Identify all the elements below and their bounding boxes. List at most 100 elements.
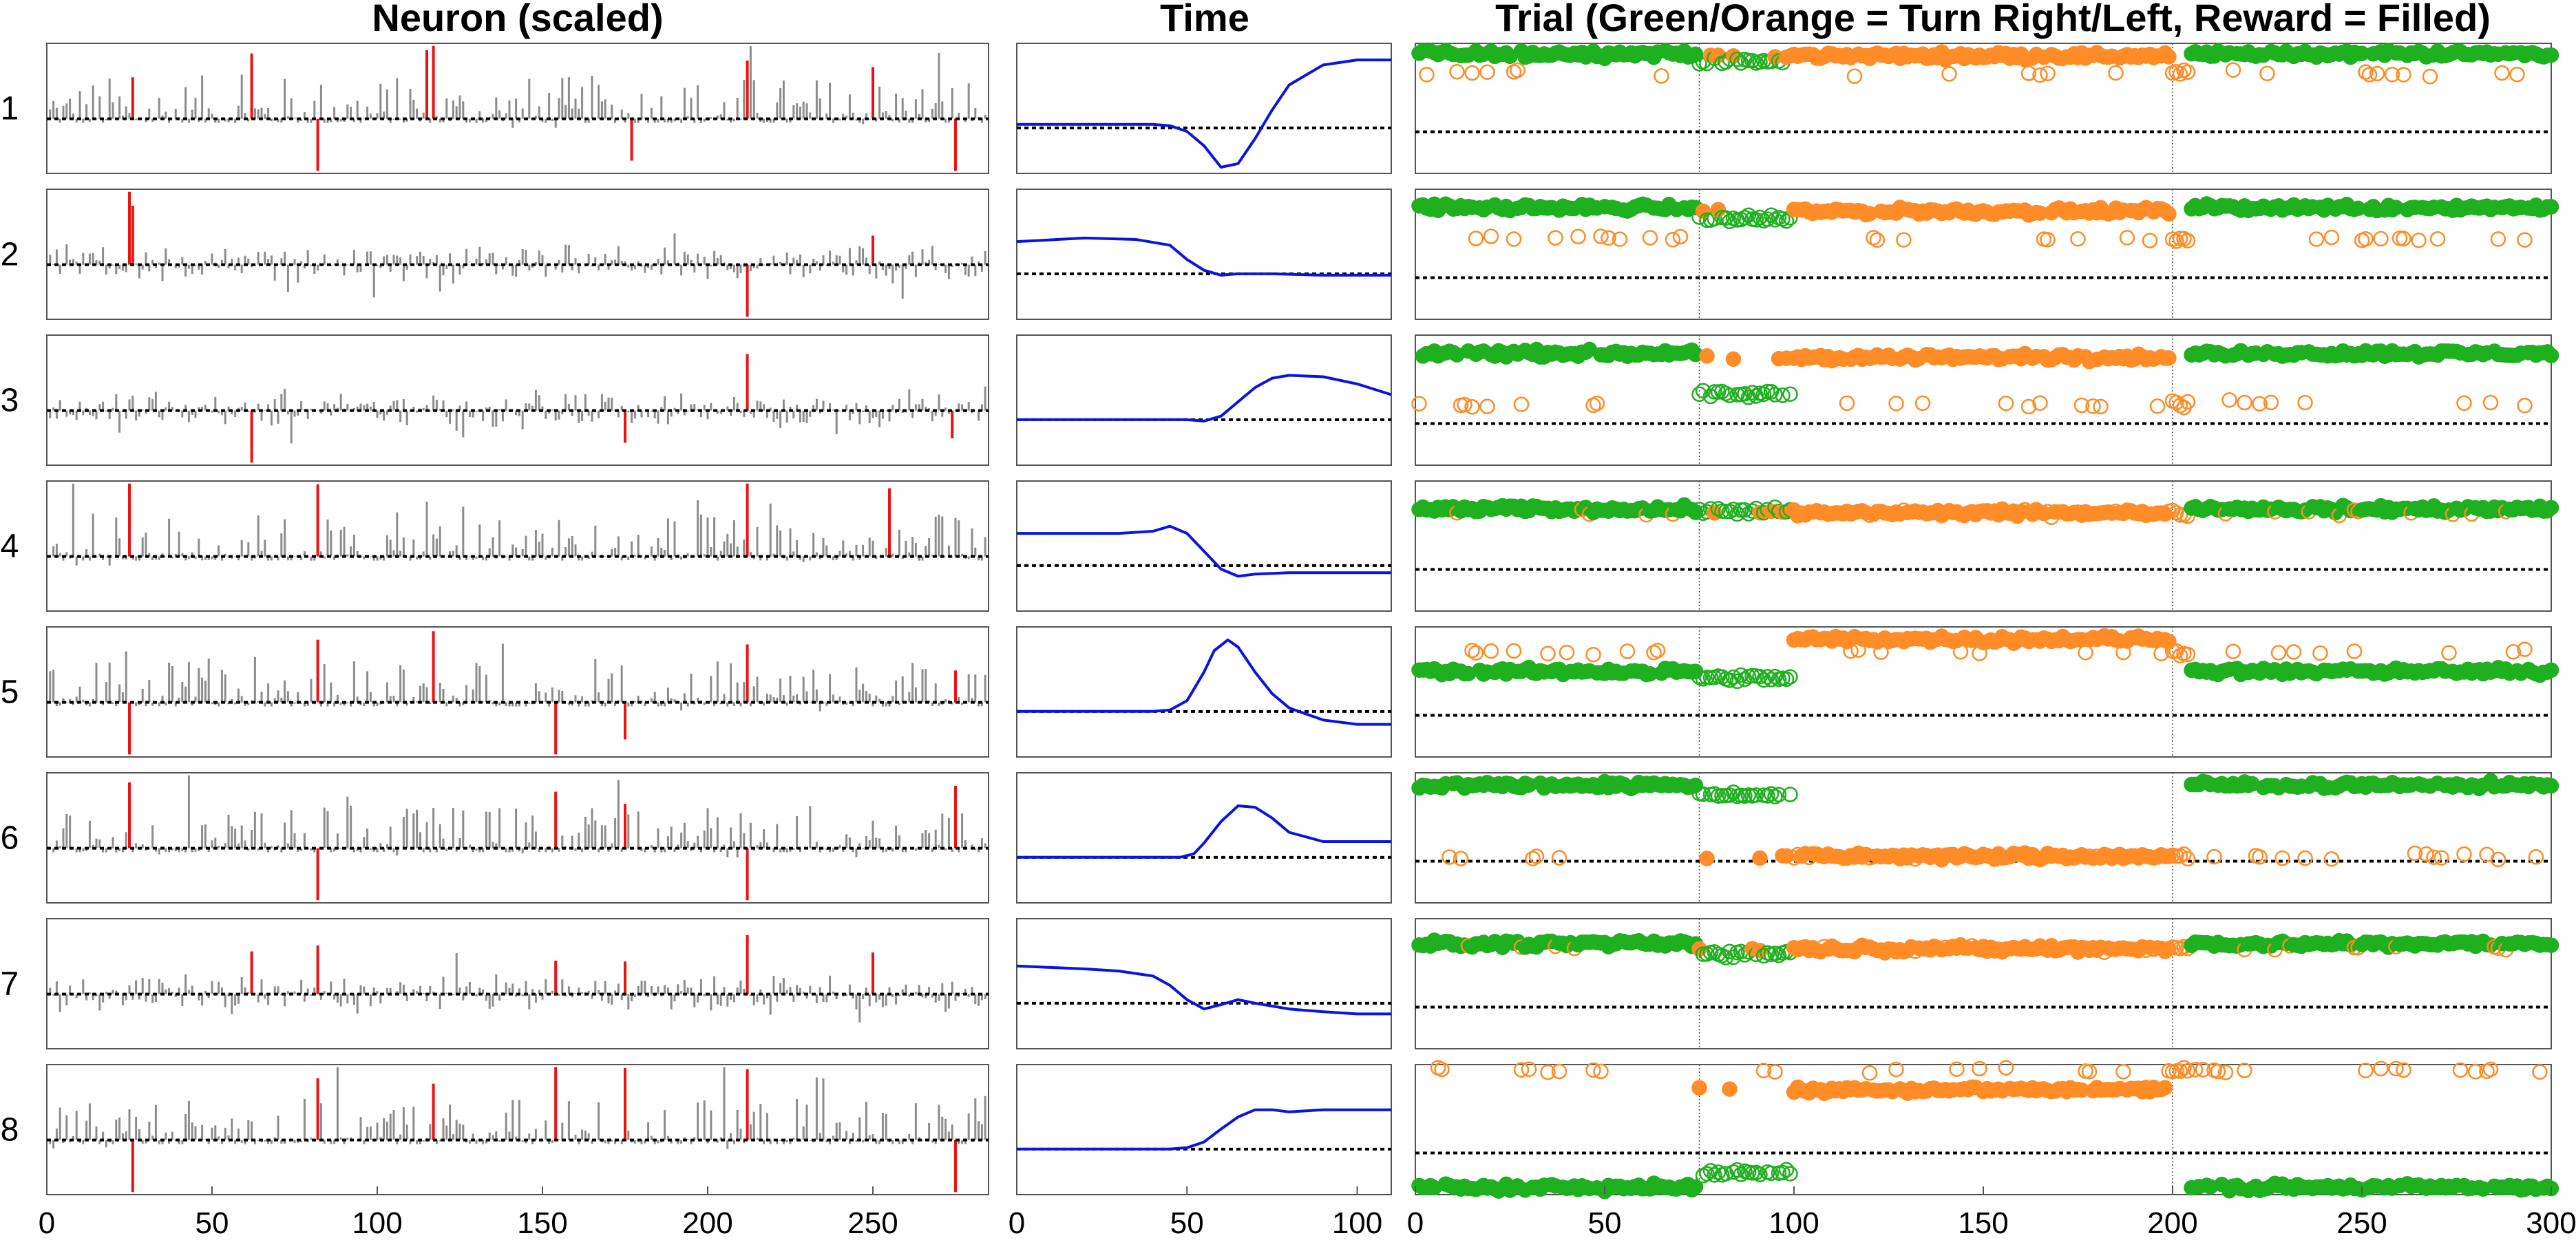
trial-point-left-unrewarded (2221, 392, 2237, 408)
trial-point-right-unrewarded (1733, 667, 1749, 683)
trial-point-left-rewarded (1699, 348, 1715, 364)
time-panel-1 (1016, 43, 1392, 174)
trial-point-left-unrewarded (1510, 62, 1525, 78)
trial-point-left-unrewarded (2085, 398, 2101, 414)
trial-point-left-unrewarded (1513, 1062, 1530, 1078)
trial-point-left-unrewarded (1570, 228, 1586, 245)
trial-point-left-unrewarded (2297, 394, 2313, 411)
trial-point-left-unrewarded (1619, 643, 1636, 659)
trial-point-right-rewarded (2543, 199, 2559, 215)
trial-point-left-unrewarded (2396, 67, 2411, 83)
trial-point-left-unrewarded (1468, 231, 1484, 246)
trial-point-right-unrewarded (1729, 506, 1745, 522)
trial-point-left-unrewarded (2206, 848, 2222, 865)
trial-point-right-unrewarded (1767, 668, 1783, 685)
trial-point-left-unrewarded (1846, 68, 1863, 85)
trial-point-right-unrewarded (1744, 52, 1760, 69)
trial-point-left-unrewarded (1654, 68, 1669, 84)
trial-point-left-unrewarded (1479, 398, 1495, 414)
trial-point-left-unrewarded (1464, 65, 1480, 81)
trial-point-left-unrewarded (2149, 398, 2166, 414)
row-1: 1 (1, 42, 2559, 174)
x-tick-label: 50 (1588, 1206, 1622, 1240)
trial-point-left-unrewarded (1642, 230, 1658, 246)
time-series-line (1017, 638, 1391, 726)
trial-point-right-unrewarded (1729, 1162, 1745, 1178)
row-label-1: 1 (1, 91, 19, 127)
trial-point-left-unrewarded (2225, 643, 2241, 659)
neuron-panel-3 (46, 334, 989, 466)
trial-point-right-unrewarded (1778, 1162, 1795, 1178)
trial-point-left-unrewarded (1521, 1061, 1537, 1078)
trial-point-right-unrewarded (1752, 1166, 1768, 1183)
trial-point-right-unrewarded (1707, 1167, 1722, 1183)
trial-point-left-unrewarded (2108, 65, 2124, 81)
time-panel-6 (1016, 772, 1392, 904)
trial-point-left-unrewarded (2179, 394, 2196, 410)
time-series-line (1016, 236, 1391, 277)
time-panel-title: Time (1160, 0, 1249, 39)
trial-point-left-unrewarded (2456, 846, 2472, 862)
trial-point-left-unrewarded (1453, 851, 1469, 866)
trial-point-right-unrewarded (1710, 501, 1727, 517)
trial-point-left-unrewarded (1506, 231, 1522, 247)
time-axes-frame (1016, 334, 1392, 466)
trial-point-right-unrewarded (1775, 1164, 1791, 1181)
trial-point-left-unrewarded (1457, 396, 1472, 413)
trial-point-right-unrewarded (1695, 786, 1711, 802)
trial-point-right-rewarded (2543, 937, 2559, 953)
x-tick-label: 200 (682, 1206, 732, 1240)
trial-point-right-rewarded (1687, 46, 1704, 62)
trial-point-left-unrewarded (2040, 232, 2056, 248)
trial-point-left-unrewarded (2505, 643, 2522, 660)
neuron-axes-frame (46, 334, 989, 466)
trial-point-left-unrewarded (2323, 229, 2340, 246)
neuron-axes-frame (46, 480, 989, 612)
trial-point-left-unrewarded (1483, 228, 1499, 244)
trial-point-left-unrewarded (2517, 641, 2533, 657)
trial-point-right-unrewarded (1755, 672, 1772, 688)
trial-point-right-unrewarded (1748, 787, 1764, 803)
neuron-axes-frame (46, 918, 989, 1049)
x-tick-label: 250 (2336, 1206, 2387, 1240)
trial-point-right-unrewarded (1725, 784, 1742, 800)
trial-panel-2 (1411, 189, 2559, 320)
trial-point-left-unrewarded (2456, 395, 2472, 412)
trial-point-left-unrewarded (1672, 228, 1689, 245)
trial-point-right-unrewarded (1725, 502, 1742, 517)
trial-point-left-unrewarded (2225, 62, 2241, 78)
x-tick-label: 0 (39, 1206, 55, 1240)
trial-point-left-unrewarded (1952, 643, 1969, 660)
trial-point-left-unrewarded (2396, 231, 2411, 247)
trial-point-left-unrewarded (1483, 643, 1499, 659)
trial-point-left-unrewarded (2482, 1061, 2499, 1078)
trial-point-left-unrewarded (1866, 230, 1881, 246)
trial-point-right-unrewarded (1763, 786, 1780, 802)
trial-point-left-rewarded (1710, 202, 1727, 217)
neuron-axes-frame (46, 772, 989, 904)
trial-point-right-unrewarded (1691, 502, 1707, 517)
neuron-axes-frame (46, 189, 989, 320)
trial-point-right-unrewarded (1767, 387, 1783, 403)
trial-axes-frame (1415, 772, 2552, 904)
trial-panel-4 (1411, 480, 2559, 612)
trial-point-left-unrewarded (1941, 66, 1957, 82)
trial-point-left-unrewarded (2441, 645, 2457, 661)
trial-point-right-unrewarded (1725, 1164, 1742, 1180)
trial-point-right-unrewarded (1782, 386, 1798, 402)
trial-point-left-unrewarded (2411, 233, 2427, 248)
trial-point-left-unrewarded (2119, 230, 2135, 246)
row-4: 4 (1, 480, 2559, 612)
row-5: 5 (1, 626, 2559, 758)
neuron-axes-frame (46, 1064, 989, 1195)
trial-point-left-unrewarded (2532, 1064, 2548, 1080)
trial-point-left-unrewarded (2142, 233, 2158, 248)
trial-point-left-unrewarded (2285, 644, 2302, 660)
x-tick-label: 100 (1332, 1206, 1382, 1240)
trial-point-left-unrewarded (2384, 67, 2400, 83)
row-label-6: 6 (1, 820, 19, 857)
trial-point-left-unrewarded (2168, 394, 2184, 411)
trial-point-left-rewarded (2157, 1080, 2173, 1096)
trial-point-left-unrewarded (1506, 643, 1522, 659)
